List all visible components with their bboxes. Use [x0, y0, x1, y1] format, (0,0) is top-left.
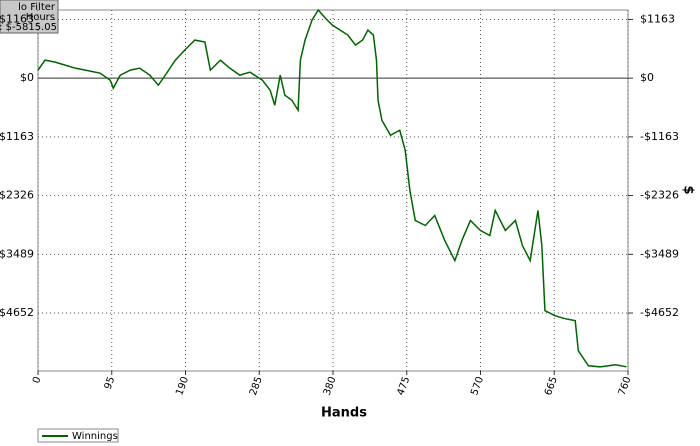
x-tick-label: 190 [174, 375, 191, 397]
y-tick-label: -$2326 [0, 189, 34, 202]
legend [37, 428, 119, 443]
info-line: lo Filter [18, 2, 56, 13]
y-axis-title: $ [681, 185, 696, 194]
y2-tick-label: -$2326 [640, 189, 679, 202]
y-tick-label: -$1163 [0, 130, 34, 143]
x-tick-label: 760 [617, 375, 634, 397]
info-line: Hours [26, 12, 55, 23]
y2-tick-label: -$1163 [640, 130, 679, 143]
x-tick-label: 95 [103, 375, 118, 391]
x-axis-title: Hands [321, 406, 367, 421]
x-tick-label: 665 [543, 375, 560, 397]
x-tick-label: 570 [469, 375, 486, 397]
y-tick-label: -$4652 [0, 306, 34, 319]
y2-tick-label: -$4652 [640, 306, 679, 319]
x-tick-label: 380 [322, 375, 339, 397]
y-tick-label: $0 [20, 71, 34, 84]
data-line [37, 8, 627, 368]
y2-tick-label: $0 [640, 71, 654, 84]
x-tick-label: 285 [248, 375, 265, 397]
y2-tick-label: $1163 [640, 12, 675, 25]
y2-tick-label: -$3489 [640, 247, 679, 260]
info-line: s: $-5815.05 [0, 22, 57, 33]
y-tick-label: $1163 [0, 12, 34, 25]
x-tick-label: 475 [396, 375, 413, 397]
info-box [0, 0, 59, 34]
legend-label: Winnings [72, 431, 118, 442]
x-tick-label: 0 [31, 375, 44, 385]
y-tick-label: -$3489 [0, 247, 34, 260]
